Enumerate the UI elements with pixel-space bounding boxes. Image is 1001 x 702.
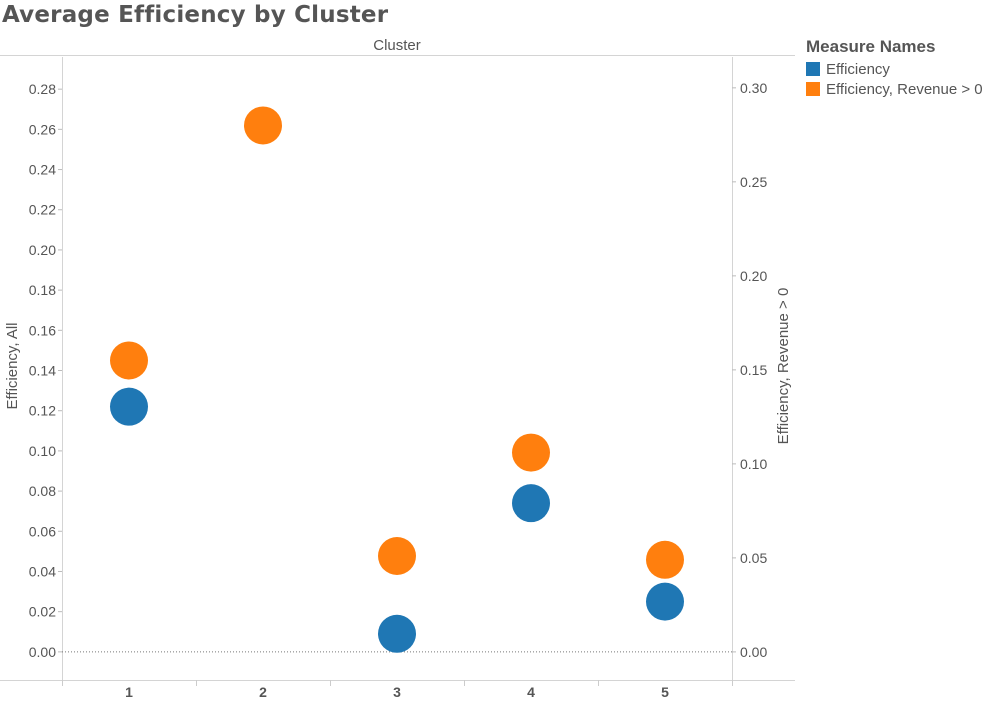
legend: Measure Names Efficiency Efficiency, Rev…	[806, 37, 983, 99]
legend-title: Measure Names	[806, 37, 936, 56]
right-tick-label: 0.10	[740, 456, 767, 472]
efficiency-point-cluster-1[interactable]	[110, 387, 148, 426]
left-tick-label: 0.16	[29, 322, 56, 338]
left-tick-label: 0.08	[29, 483, 56, 499]
right-tick-label: 0.30	[740, 80, 767, 96]
left-tick-label: 0.12	[29, 403, 56, 419]
x-tick-label: 2	[259, 684, 267, 700]
legend-item-efficiency-revenue[interactable]: Efficiency, Revenue > 0	[806, 79, 983, 99]
right-axis-ticks: 0.00 0.05 0.10 0.15 0.20 0.25 0.30	[732, 80, 767, 660]
efficiency-point-cluster-4[interactable]	[512, 484, 550, 523]
efficiency-revenue-point-cluster-2[interactable]	[244, 106, 282, 145]
left-tick-label: 0.26	[29, 121, 56, 137]
left-tick-label: 0.28	[29, 81, 56, 97]
x-tick-label: 5	[661, 684, 669, 700]
right-tick-label: 0.20	[740, 268, 767, 284]
legend-swatch	[806, 62, 820, 76]
efficiency-revenue-point-cluster-4[interactable]	[512, 433, 550, 472]
left-tick-label: 0.14	[29, 363, 56, 379]
x-tick-label: 1	[125, 684, 133, 700]
legend-label: Efficiency, Revenue > 0	[826, 80, 983, 98]
legend-swatch	[806, 82, 820, 96]
column-header: Cluster	[373, 37, 421, 54]
left-tick-label: 0.22	[29, 202, 56, 218]
plot-frame	[0, 55, 795, 681]
left-tick-label: 0.18	[29, 282, 56, 298]
legend-label: Efficiency	[826, 60, 890, 78]
chart-title: Average Efficiency by Cluster	[2, 2, 389, 28]
x-tick-label: 4	[527, 684, 535, 700]
right-axis-label: Efficiency, Revenue > 0	[775, 288, 792, 445]
left-tick-label: 0.06	[29, 523, 56, 539]
left-tick-label: 0.10	[29, 443, 56, 459]
right-tick-label: 0.05	[740, 550, 767, 566]
right-tick-label: 0.00	[740, 644, 767, 660]
efficiency-revenue-point-cluster-3[interactable]	[378, 537, 416, 576]
legend-item-efficiency[interactable]: Efficiency	[806, 59, 983, 79]
left-axis-ticks: 0.00 0.02 0.04 0.06 0.08 0.10 0.12 0.14 0.16 0.18…	[29, 81, 62, 660]
efficiency-revenue-point-cluster-5[interactable]	[646, 540, 684, 579]
x-axis-ticks: 1 2 3 4 5	[62, 680, 733, 700]
right-tick-label: 0.15	[740, 362, 767, 378]
left-axis-label: Efficiency, All	[4, 323, 21, 410]
x-tick-label: 3	[393, 684, 401, 700]
left-tick-label: 0.00	[29, 644, 56, 660]
left-tick-label: 0.04	[29, 563, 56, 579]
efficiency-point-cluster-5[interactable]	[646, 582, 684, 621]
data-points	[110, 106, 684, 653]
efficiency-revenue-point-cluster-1[interactable]	[110, 341, 148, 380]
left-tick-label: 0.02	[29, 604, 56, 620]
efficiency-point-cluster-3[interactable]	[378, 614, 416, 653]
right-tick-label: 0.25	[740, 174, 767, 190]
left-tick-label: 0.24	[29, 162, 56, 178]
left-tick-label: 0.20	[29, 242, 56, 258]
